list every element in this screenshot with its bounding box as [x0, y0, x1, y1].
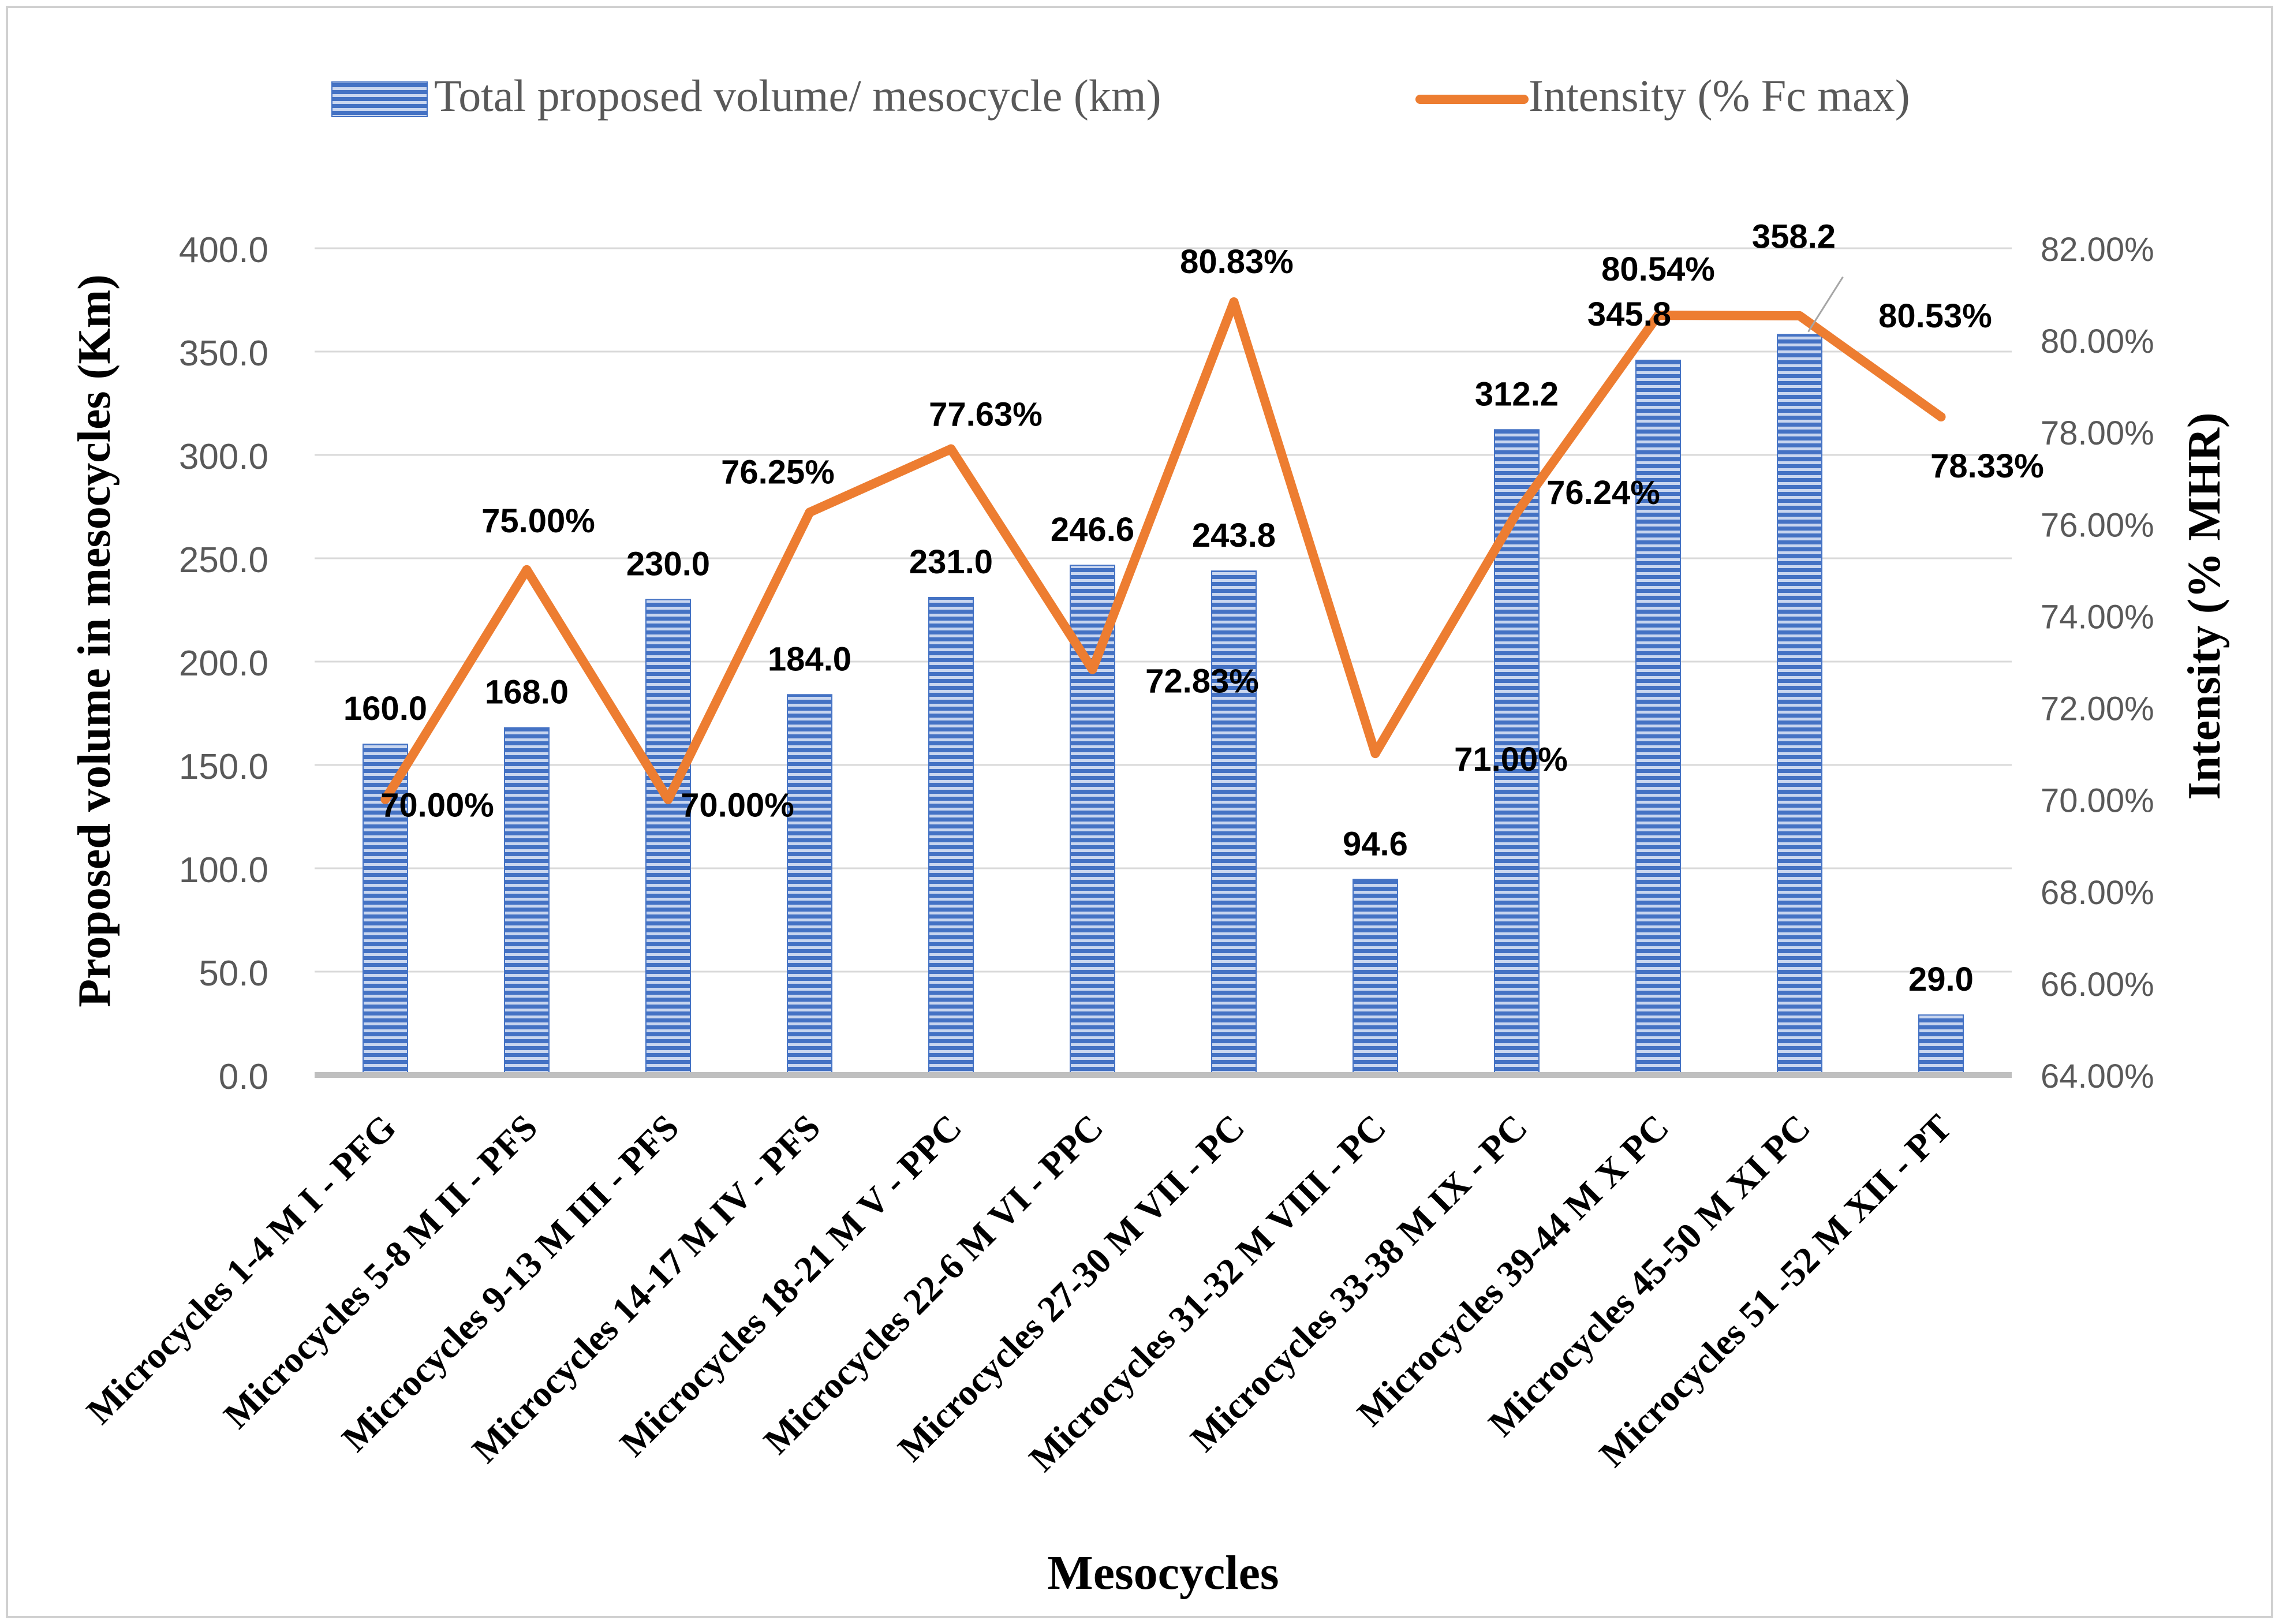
intensity-point	[1229, 297, 1239, 307]
bar-data-label: 358.2	[1752, 218, 1836, 256]
line-data-label: 72.83%	[1145, 663, 1259, 700]
volume-bar	[1777, 334, 1822, 1076]
intensity-point	[1936, 412, 1946, 421]
data-labels: 160.0 168.0 230.0 184.0 231.0 246.6 243.8 94.6 3…	[343, 218, 2044, 999]
intensity-line	[380, 297, 1946, 804]
volume-bar	[1070, 565, 1115, 1076]
y-tick-label: 300.0	[179, 437, 268, 477]
line-data-label: 70.00%	[380, 787, 494, 824]
y2-tick-label: 66.00%	[2041, 966, 2154, 1003]
label-leader-line	[1807, 276, 1844, 333]
y-tick-label: 150.0	[179, 747, 268, 787]
bar-data-label: 168.0	[485, 674, 569, 711]
line-data-label: 76.24%	[1546, 474, 1660, 512]
intensity-point	[805, 507, 815, 517]
bar-data-label: 29.0	[1908, 961, 1974, 998]
volume-bar	[787, 694, 832, 1076]
y2-tick-label: 72.00%	[2041, 690, 2154, 728]
bar-data-label: 94.6	[1343, 825, 1408, 863]
y2-tick-label: 64.00%	[2041, 1058, 2154, 1095]
bar-data-label: 312.2	[1475, 375, 1559, 413]
y2-tick-label: 76.00%	[2041, 506, 2154, 544]
y2-tick-label: 70.00%	[2041, 782, 2154, 820]
y-tick-label: 50.0	[199, 954, 268, 994]
y-tick-label: 250.0	[179, 540, 268, 580]
volume-bar	[928, 597, 974, 1076]
y2-tick-label: 82.00%	[2041, 231, 2154, 268]
bar-data-label: 243.8	[1192, 517, 1276, 554]
line-data-label: 71.00%	[1454, 741, 1568, 778]
y2-tick-label: 80.00%	[2041, 323, 2154, 360]
y2-tick-label: 78.00%	[2041, 415, 2154, 452]
volume-bar	[1918, 1014, 1964, 1076]
intensity-point	[1795, 311, 1804, 320]
volume-bar	[1211, 570, 1257, 1076]
line-data-label: 78.33%	[1930, 447, 2044, 485]
y2-axis-title: Intensity (% MHR)	[2179, 412, 2230, 800]
line-data-label: 75.00%	[481, 502, 595, 540]
intensity-point	[1653, 311, 1663, 320]
bar-data-label: 231.0	[909, 543, 993, 581]
y-tick-label: 350.0	[179, 334, 268, 374]
y-axis-title: Proposed volume in mesocycles (Km)	[69, 274, 120, 1007]
volume-bar	[1635, 360, 1681, 1076]
y-tick-label: 0.0	[219, 1057, 268, 1097]
y-tick-label: 100.0	[179, 850, 268, 890]
line-series	[380, 297, 1946, 804]
line-data-label: 80.83%	[1180, 243, 1294, 281]
gridlines	[315, 247, 2012, 973]
y-tick-label: 400.0	[179, 230, 268, 270]
line-data-label: 76.25%	[721, 453, 835, 491]
y2-tick-label: 68.00%	[2041, 874, 2154, 912]
intensity-point	[380, 794, 390, 804]
line-data-label: 70.00%	[681, 787, 794, 824]
intensity-point	[1088, 664, 1097, 674]
volume-bar	[645, 599, 691, 1076]
bar-data-label: 345.8	[1587, 296, 1671, 333]
line-data-label: 77.63%	[929, 396, 1043, 434]
bar-data-label: 246.6	[1051, 511, 1134, 548]
legend: Total proposed volume/ mesocycle (km) In…	[331, 70, 1910, 121]
intensity-point	[522, 565, 532, 574]
x-axis-title: Mesocycles	[1047, 1546, 1279, 1600]
legend-bar-swatch	[331, 81, 428, 117]
intensity-point	[663, 794, 673, 804]
bar-data-label: 160.0	[343, 690, 427, 727]
legend-line-label: Intensity (% Fc max)	[1529, 70, 1910, 121]
legend-bar-label: Total proposed volume/ mesocycle (km)	[434, 70, 1161, 121]
bar-data-label: 230.0	[626, 546, 710, 583]
y2-tick-label: 74.00%	[2041, 598, 2154, 636]
y-tick-label: 200.0	[179, 644, 268, 684]
volume-bar	[504, 727, 550, 1076]
intensity-point	[1512, 508, 1522, 518]
intensity-point	[946, 444, 956, 454]
intensity-point	[1370, 749, 1380, 759]
bar-data-label: 184.0	[768, 640, 851, 678]
line-data-label: 80.54%	[1601, 251, 1715, 288]
volume-bar	[1353, 879, 1398, 1076]
line-data-label: 80.53%	[1878, 297, 1992, 335]
